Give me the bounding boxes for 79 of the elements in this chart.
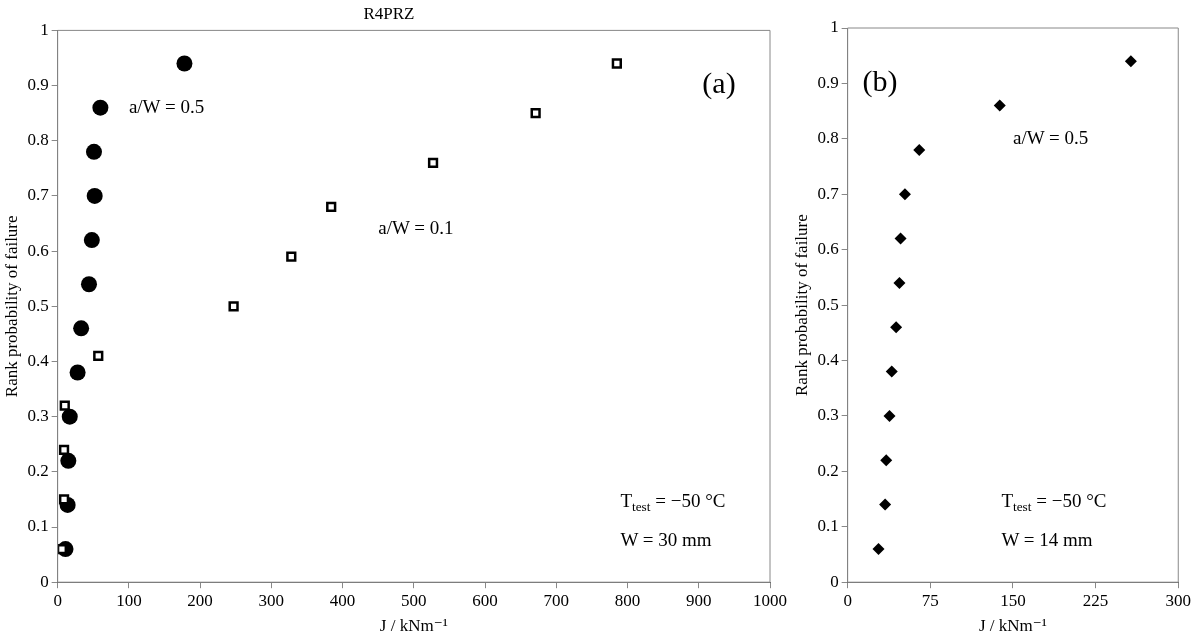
x-tick-label: 500 [401,590,427,610]
y-tick-label: 0 [830,571,839,591]
point [69,364,86,381]
x-tick-label: 300 [1165,590,1191,610]
y-tick-label: 0 [40,571,49,591]
y-tick-label: 0.3 [817,405,839,425]
y-tick-label: 0.8 [817,128,839,148]
point [883,409,896,422]
point [228,301,239,312]
x-tick-label: 300 [258,590,285,610]
point [890,321,903,334]
point [885,365,898,378]
y-tick-label: 0.1 [27,516,49,536]
point [60,452,77,469]
x-axis-title: J / kNm⁻¹ [379,616,448,636]
x-tick-label: 100 [116,590,142,610]
x-tick-label: 200 [187,590,213,610]
y-tick-label: 0.5 [27,295,49,315]
y-tick-label: 1 [40,19,49,39]
x-tick-label: 600 [472,590,498,610]
x-tick-label: 150 [1000,590,1026,610]
y-tick-label: 0.8 [27,130,49,150]
point [85,143,102,160]
point [326,201,337,213]
point [880,454,893,467]
series-label: a/W = 0.5 [1012,126,1089,148]
point [86,187,103,204]
y-tick-label: 0.4 [27,350,50,370]
point [83,232,100,249]
point [611,58,622,69]
point [1124,55,1137,68]
point [872,542,885,555]
point [879,498,892,511]
point [176,55,193,72]
x-tick-label: 800 [614,590,641,610]
series-label: a/W = 0.5 [128,95,205,117]
point [80,276,97,293]
annotation: (a) [702,66,736,101]
point [61,408,78,425]
y-tick-label: 0.1 [817,516,839,536]
point [58,444,70,455]
point [530,108,541,119]
point [893,276,906,289]
y-axis-title: Rank probability of failure [1,215,21,398]
annotation: (b) [862,64,898,99]
point [993,99,1006,112]
x-tick-label: 700 [543,590,570,610]
x-axis-title: J / kNm⁻¹ [978,616,1047,636]
point [59,400,70,411]
x-tick-label: 900 [686,590,712,610]
y-tick-label: 0.2 [27,461,49,481]
y-tick-label: 1 [830,17,839,37]
point [894,232,907,245]
x-tick-label: 1000 [753,590,787,610]
y-tick-label: 0.4 [817,349,840,369]
annotation: W = 14 mm [1001,528,1093,550]
chart-title: R4PRZ [363,3,415,23]
y-tick-label: 0.9 [27,75,49,95]
x-tick-label: 75 [921,590,939,610]
point [92,99,109,116]
y-tick-label: 0.2 [817,460,839,480]
y-tick-label: 0.9 [817,72,839,92]
point [73,320,90,337]
y-tick-label: 0.6 [817,239,839,259]
y-axis-title: Rank probability of failure [791,214,811,396]
point [913,143,926,156]
point [93,350,104,362]
y-tick-label: 0.3 [27,406,49,426]
point [898,188,911,201]
point [427,157,439,168]
text: a/W = 0.1 [378,217,454,239]
x-tick-label: 400 [329,590,356,610]
y-tick-label: 0.7 [817,183,840,203]
x-tick-label: 225 [1082,590,1109,610]
y-tick-label: 0.5 [817,294,839,314]
y-tick-label: 0.7 [27,185,50,205]
point [286,251,297,262]
annotation: W = 30 mm [620,528,712,550]
y-tick-label: 0.6 [27,240,49,260]
